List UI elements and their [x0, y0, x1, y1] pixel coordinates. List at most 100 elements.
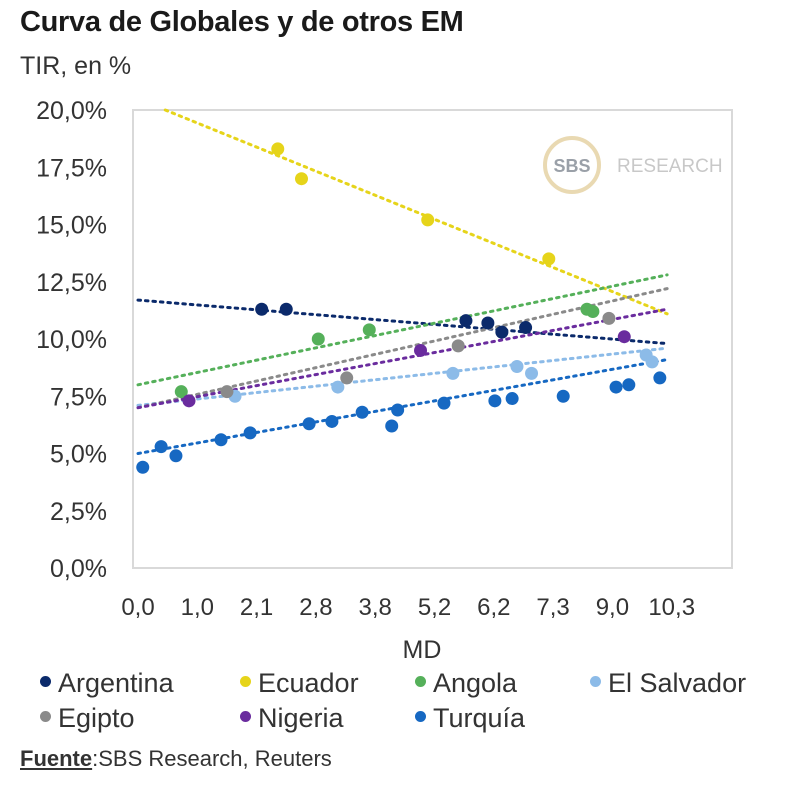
legend-item: Angola	[415, 668, 517, 699]
legend-marker-icon	[590, 676, 601, 688]
watermark-text: RESEARCH	[617, 156, 723, 177]
legend-label: Nigeria	[258, 703, 344, 733]
legend-item: Ecuador	[240, 668, 359, 699]
legend-item: Turquía	[415, 703, 525, 734]
point-el-salvador	[525, 366, 539, 380]
plot-area	[132, 109, 733, 569]
point-angola	[586, 305, 600, 319]
x-axis: 0,0 1,0 2,1 2,8 3,8 5,2 6,2 7,3 9,0 10,3	[121, 594, 695, 621]
chart-subtitle: TIR, en %	[20, 52, 132, 80]
point-turquía	[505, 392, 519, 406]
point-turquía	[169, 449, 183, 463]
legend-label: Egipto	[58, 703, 135, 733]
legend-item: Nigeria	[240, 703, 344, 734]
trendline-angola	[136, 273, 669, 387]
point-turquía	[136, 460, 150, 474]
point-nigeria	[414, 343, 428, 357]
point-turquía	[391, 403, 405, 417]
point-nigeria	[617, 330, 631, 344]
point-turquía	[556, 389, 570, 403]
point-turquía	[325, 414, 339, 428]
point-el-salvador	[446, 366, 460, 380]
x-tick-label: 2,1	[240, 594, 273, 621]
point-turquía	[243, 426, 257, 440]
point-nigeria	[182, 394, 196, 408]
legend-item: Argentina	[40, 668, 174, 699]
y-tick-label: 12,5%	[36, 269, 107, 297]
x-tick-label: 0,0	[121, 594, 154, 621]
x-tick-label: 2,8	[299, 594, 332, 621]
x-tick-label: 6,2	[477, 594, 510, 621]
legend-marker-icon	[415, 676, 426, 688]
x-axis-label: MD	[403, 636, 442, 660]
x-tick-label: 7,3	[536, 594, 569, 621]
watermark-badge: SBS	[553, 156, 590, 176]
point-turquía	[302, 417, 316, 431]
point-ecuador	[421, 213, 435, 227]
y-tick-label: 0,0%	[50, 555, 107, 583]
point-argentina	[519, 321, 533, 335]
x-tick-label: 3,8	[359, 594, 392, 621]
point-angola	[311, 332, 325, 346]
legend-item: Egipto	[40, 703, 135, 734]
watermark-ring	[543, 136, 601, 194]
legend-label: Turquía	[433, 703, 526, 733]
x-tick-label: 1,0	[181, 594, 214, 621]
point-angola	[174, 385, 188, 399]
legend-marker-icon	[40, 711, 51, 723]
x-tick-label: 5,2	[418, 594, 451, 621]
legend-label: Angola	[433, 668, 518, 698]
legend-label: Ecuador	[258, 668, 359, 698]
point-egipto	[451, 339, 465, 353]
point-el-salvador	[331, 380, 345, 394]
point-el-salvador	[510, 359, 524, 373]
point-turquía	[609, 380, 623, 394]
y-tick-label: 17,5%	[36, 154, 107, 182]
point-egipto	[220, 385, 234, 399]
trendline-argentina	[136, 298, 669, 346]
x-tick-label: 9,0	[596, 594, 629, 621]
legend-marker-icon	[240, 711, 251, 723]
point-ecuador	[271, 142, 285, 156]
point-argentina	[459, 314, 473, 328]
y-tick-label: 20,0%	[36, 97, 107, 125]
point-el-salvador	[645, 355, 659, 369]
point-turquía	[622, 378, 636, 392]
point-angola	[362, 323, 376, 337]
point-ecuador	[294, 172, 308, 186]
point-turquía	[385, 419, 399, 433]
data-points	[136, 142, 667, 474]
point-argentina	[255, 302, 269, 316]
point-turquía	[154, 440, 168, 454]
y-tick-label: 10,0%	[36, 326, 107, 354]
y-tick-label: 2,5%	[50, 498, 107, 526]
point-turquía	[214, 433, 228, 447]
legend-item: El Salvador	[590, 668, 746, 699]
y-axis: 0,0% 2,5% 5,0% 7,5% 10,0% 12,5% 15,0% 17,5% 20,0…	[36, 97, 107, 583]
point-turquía	[437, 396, 451, 410]
trendline-ecuador	[163, 108, 669, 316]
legend-label: Argentina	[58, 668, 174, 698]
source-note: Fuente:SBS Research, Reuters	[20, 746, 332, 772]
legend-label: El Salvador	[608, 668, 747, 698]
point-argentina	[279, 302, 293, 316]
source-text: :SBS Research, Reuters	[92, 746, 332, 771]
x-tick-label: 10,3	[648, 594, 695, 621]
point-turquía	[653, 371, 667, 385]
chart-canvas: SBS RESEARCH 0,0% 2,5% 5,0% 7,5% 10,0% 12,5% 1…	[36, 97, 733, 660]
point-turquía	[355, 405, 369, 419]
y-tick-label: 15,0%	[36, 212, 107, 240]
source-label: Fuente	[20, 746, 93, 771]
point-argentina	[481, 316, 495, 330]
point-argentina	[495, 325, 509, 339]
point-egipto	[340, 371, 354, 385]
legend-marker-icon	[40, 676, 51, 688]
point-turquía	[488, 394, 502, 408]
y-tick-label: 5,0%	[50, 441, 107, 469]
chart-title: Curva de Globales y de otros EM	[20, 6, 464, 38]
legend-marker-icon	[415, 711, 426, 723]
point-egipto	[602, 311, 616, 325]
point-ecuador	[542, 252, 556, 266]
legend-marker-icon	[240, 676, 251, 688]
y-tick-label: 7,5%	[50, 383, 107, 411]
